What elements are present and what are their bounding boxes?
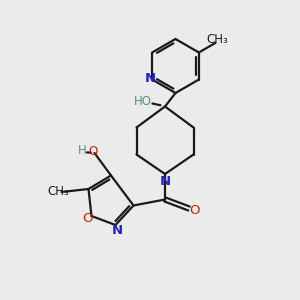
Text: N: N — [111, 224, 123, 237]
Text: CH₃: CH₃ — [206, 33, 228, 46]
Text: O: O — [82, 212, 93, 226]
Text: N: N — [159, 175, 171, 188]
Text: O: O — [190, 203, 200, 217]
Text: HO: HO — [134, 94, 152, 108]
Text: H: H — [77, 143, 86, 157]
Text: O: O — [88, 145, 98, 158]
Text: N: N — [145, 72, 156, 86]
Text: CH₃: CH₃ — [48, 184, 69, 198]
